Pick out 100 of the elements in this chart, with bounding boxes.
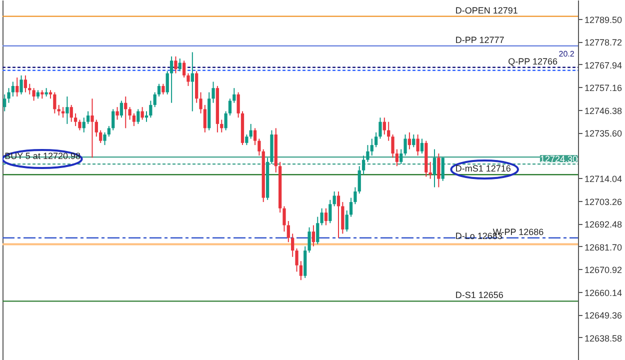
candlestick	[416, 134, 420, 156]
candlestick	[78, 119, 82, 131]
candlestick	[391, 134, 394, 158]
candlestick	[428, 161, 432, 180]
candlestick	[112, 108, 115, 131]
candlestick	[236, 92, 240, 118]
candlestick	[220, 119, 224, 133]
candlestick	[190, 52, 194, 112]
candlestick	[153, 92, 156, 108]
candlestick	[312, 224, 316, 247]
candlestick	[336, 190, 340, 238]
candlestick	[32, 88, 36, 102]
candlestick	[140, 106, 144, 120]
candlestick	[245, 134, 248, 146]
candlestick	[345, 210, 348, 232]
candlestick	[432, 148, 436, 188]
candlestick	[136, 108, 140, 124]
candlestick	[66, 96, 69, 124]
annotation: 20.2	[558, 49, 575, 58]
candlestick	[157, 83, 161, 98]
candlestick	[332, 190, 336, 207]
ref-line-label: D-mS1 12716	[455, 164, 511, 174]
candlestick	[99, 130, 102, 144]
candlestick	[249, 123, 252, 140]
candlestick	[232, 88, 236, 104]
candlestick	[186, 72, 190, 86]
candlestick	[308, 226, 311, 254]
candlestick	[228, 98, 232, 116]
candlestick	[341, 202, 344, 234]
candlestick	[103, 132, 106, 146]
candlestick	[124, 96, 128, 129]
candlestick	[370, 138, 374, 156]
candlestick	[128, 106, 132, 120]
candlestick	[86, 110, 90, 124]
candlestick	[378, 117, 382, 140]
candlestick	[90, 98, 94, 158]
candlestick	[328, 199, 332, 224]
candlestick	[82, 117, 86, 133]
candlestick	[11, 81, 14, 98]
candlestick	[374, 132, 378, 148]
candlestick	[382, 117, 386, 135]
candlestick	[132, 112, 136, 127]
candlestick	[28, 83, 32, 95]
candlestick	[178, 58, 182, 72]
candlestick	[199, 92, 202, 114]
ref-line-label: D-PP 12777	[455, 34, 504, 45]
y-tick-label: 12703.26	[584, 196, 622, 207]
candlestick	[437, 152, 440, 188]
candlestick	[404, 134, 407, 156]
candlestick	[258, 138, 261, 156]
ref-line-label: 12724.30	[540, 154, 578, 164]
y-tick-label: 12660.14	[584, 288, 622, 298]
candlestick	[212, 81, 215, 104]
candlestick	[366, 144, 370, 162]
candlestick	[349, 197, 353, 218]
ref-line-label: D-OPEN 12791	[455, 5, 518, 16]
ref-line-label: D-S1 12656	[455, 290, 504, 300]
candlestick	[116, 106, 119, 120]
candlestick	[74, 112, 78, 127]
candlestick	[144, 110, 148, 122]
candlestick	[182, 60, 186, 78]
candlestick	[224, 110, 228, 131]
candlestick	[162, 83, 165, 95]
candlestick	[408, 132, 412, 150]
candlestick	[16, 77, 19, 98]
candlestick	[441, 157, 444, 182]
candlestick	[7, 88, 10, 104]
candlestick	[282, 206, 286, 232]
y-tick-label: 12714.04	[584, 174, 622, 184]
candlestick	[107, 126, 110, 138]
candlestick	[203, 104, 206, 133]
y-tick-label: 12789.50	[584, 14, 622, 25]
candlestick	[387, 121, 390, 142]
candlestick	[320, 208, 324, 226]
candlestick	[57, 104, 60, 116]
candlestick	[53, 92, 56, 114]
candlestick	[358, 166, 361, 194]
ref-line-label: Q-PP 12766	[508, 56, 558, 66]
y-tick-label: 12757.16	[584, 83, 622, 94]
y-tick-label: 12649.36	[584, 310, 622, 321]
candlestick	[61, 106, 65, 118]
candlestick	[395, 148, 398, 167]
candlestick	[253, 128, 257, 146]
y-tick-label: 12767.94	[584, 60, 622, 70]
candlestick	[94, 119, 98, 138]
candlestick	[316, 216, 320, 245]
candlestick	[420, 138, 424, 154]
candlestick	[400, 148, 403, 165]
candlestick	[174, 56, 178, 74]
candlestick	[354, 186, 357, 205]
candlestick	[170, 56, 174, 104]
candlestick	[149, 100, 152, 118]
candlestick	[286, 220, 290, 243]
y-tick-label: 12692.48	[584, 220, 622, 230]
candlestick	[120, 100, 124, 118]
y-tick-label: 12778.72	[584, 38, 622, 48]
candlestick	[70, 104, 73, 122]
candlestick	[3, 94, 6, 112]
candlestick	[362, 155, 366, 176]
y-tick-label: 12681.70	[584, 242, 622, 252]
